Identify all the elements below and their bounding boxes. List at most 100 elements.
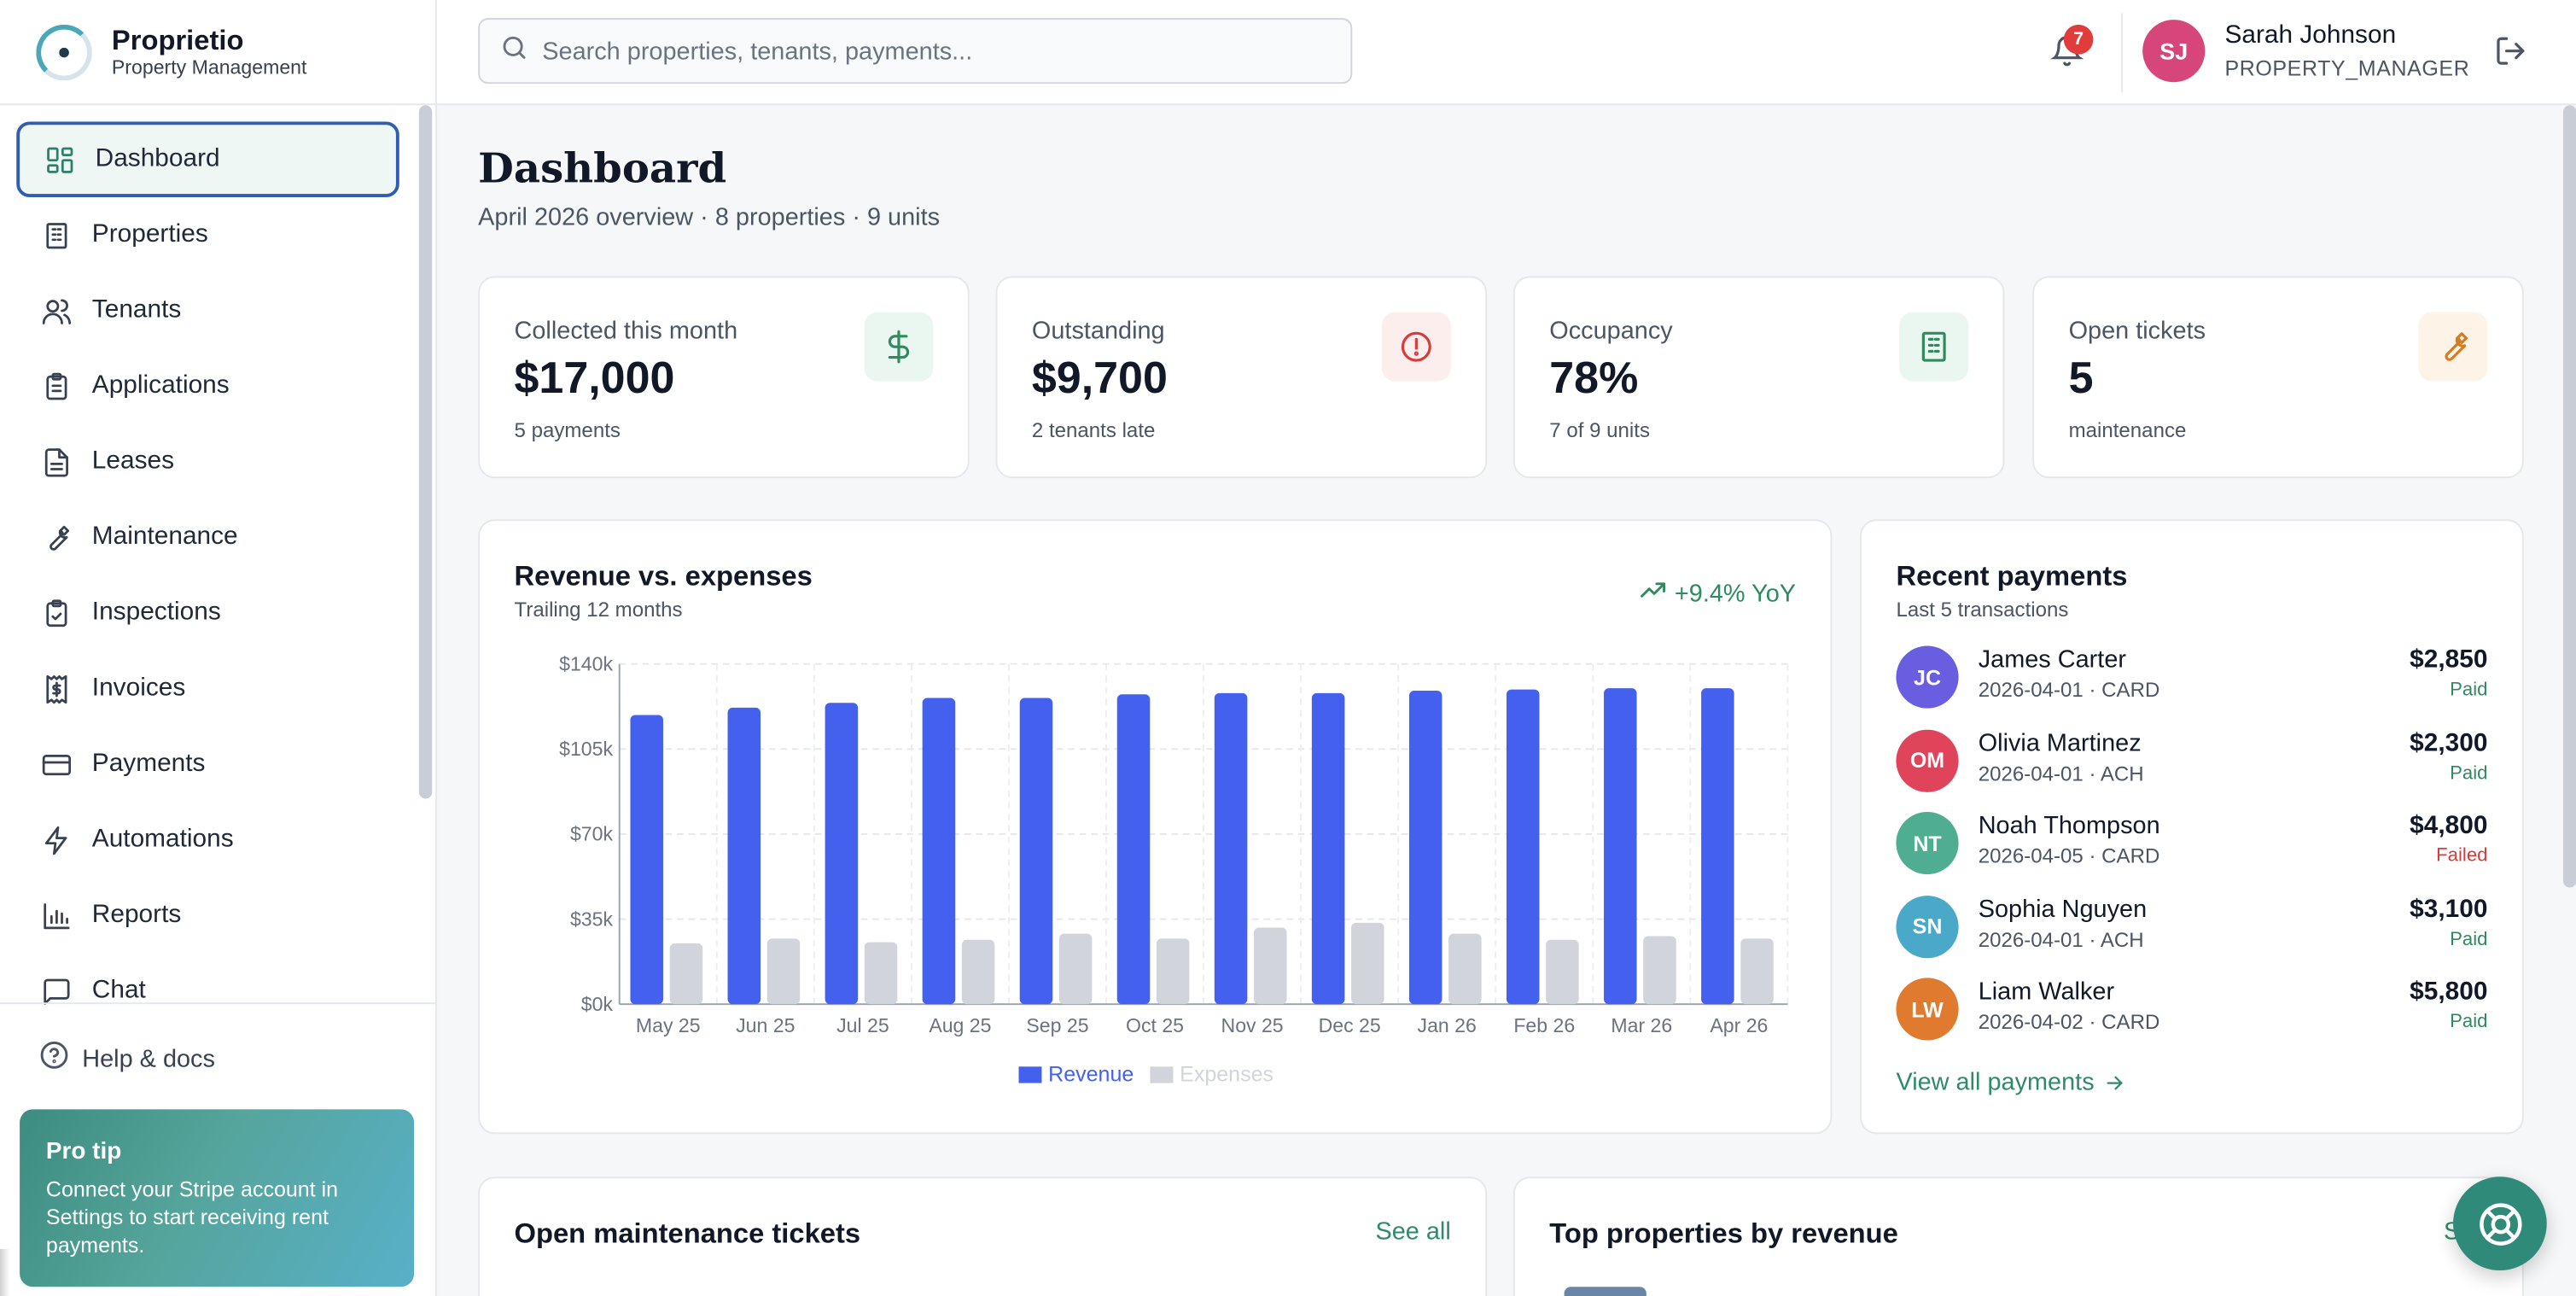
payment-row[interactable]: JC James Carter 2026-04-01 · CARD $2,850…	[1896, 645, 2488, 712]
sidebar-item-leases[interactable]: Leases	[16, 424, 399, 500]
sidebar-item-label: Inspections	[91, 598, 221, 627]
receipt-icon	[39, 672, 73, 705]
stat-label: Occupancy	[1549, 317, 1673, 346]
payment-meta: 2026-04-02 · CARD	[1978, 1010, 2160, 1034]
sidebar-item-properties[interactable]: Properties	[16, 197, 399, 273]
bolt-icon	[39, 823, 73, 856]
x-tick-label: Mar 26	[1611, 1014, 1672, 1036]
user-avatar[interactable]: SJ	[2142, 20, 2206, 83]
sidebar-item-tenants[interactable]: Tenants	[16, 273, 399, 349]
stat-value: $9,700	[1031, 353, 1168, 403]
help-docs-link[interactable]: Help & docs	[0, 1004, 435, 1077]
brand[interactable]: Proprietio Property Management	[0, 0, 436, 106]
dollar-icon	[864, 312, 934, 382]
maintenance-card-title: Open maintenance tickets	[514, 1217, 861, 1249]
lifebuoy-icon	[2477, 1200, 2523, 1246]
y-tick-label: $0k	[581, 993, 614, 1015]
stat-subtext: 5 payments	[514, 418, 621, 442]
sidebar-nav: Dashboard Properties Tenants Application…	[16, 121, 399, 1029]
x-tick-label: Nov 25	[1221, 1014, 1284, 1036]
payment-amount: $5,800	[2410, 978, 2488, 1007]
grid-icon	[43, 143, 75, 176]
expenses-bar	[1740, 938, 1774, 1005]
x-tick-label: Jul 25	[836, 1014, 889, 1036]
maintenance-see-all-link[interactable]: See all	[1375, 1217, 1451, 1246]
payer-name: Liam Walker	[1978, 978, 2115, 1007]
revenue-bar	[922, 698, 956, 1005]
main-scrollbar[interactable]	[2563, 105, 2576, 888]
clipboard-icon	[39, 370, 73, 403]
sidebar-item-label: Dashboard	[95, 144, 220, 173]
revenue-card-subtitle: Trailing 12 months	[514, 598, 683, 622]
sidebar-item-applications[interactable]: Applications	[16, 348, 399, 424]
revenue-bar	[1019, 698, 1053, 1005]
sidebar: Proprietio Property Management Dashboard…	[0, 0, 438, 1296]
sidebar-item-label: Reports	[91, 900, 182, 929]
top-properties-card: Top properties by revenue See	[1512, 1176, 2524, 1296]
sidebar-item-reports[interactable]: Reports	[16, 878, 399, 954]
recent-payments-card: Recent payments Last 5 transactions View…	[1860, 519, 2524, 1135]
payment-amount: $2,850	[2410, 645, 2488, 674]
payment-row[interactable]: NT Noah Thompson 2026-04-05 · CARD $4,80…	[1896, 811, 2488, 878]
expenses-bar	[1058, 933, 1093, 1005]
expenses-bar	[766, 938, 801, 1005]
yoy-indicator: +9.4% YoY	[1639, 575, 1796, 611]
pro-tip-text: Connect your Stripe account in Settings …	[45, 1176, 339, 1258]
payment-row[interactable]: LW Liam Walker 2026-04-02 · CARD $5,800 …	[1896, 978, 2487, 1043]
x-tick-label: Dec 25	[1319, 1014, 1381, 1036]
search-input[interactable]	[542, 37, 1332, 66]
legend-label: Expenses	[1180, 1063, 1273, 1087]
expenses-bar	[961, 939, 995, 1005]
x-tick-label: Feb 26	[1513, 1014, 1575, 1036]
expenses-bar	[669, 943, 703, 1005]
sidebar-item-maintenance[interactable]: Maintenance	[16, 499, 399, 575]
revenue-bar	[1701, 688, 1734, 1005]
maintenance-tickets-card: Open maintenance tickets See all	[478, 1176, 1488, 1296]
logout-icon[interactable]	[2494, 34, 2527, 75]
support-fab-button[interactable]	[2453, 1176, 2547, 1271]
help-docs-label: Help & docs	[82, 1044, 215, 1073]
expenses-bar	[1254, 927, 1287, 1005]
sidebar-footer: Help & docs Pro tip Connect your Stripe …	[0, 1002, 436, 1296]
payer-name: Olivia Martinez	[1978, 728, 2142, 757]
stat-label: Collected this month	[514, 317, 738, 346]
sidebar-item-label: Applications	[91, 371, 230, 400]
sidebar-item-inspections[interactable]: Inspections	[16, 575, 399, 651]
payment-row[interactable]: OM Olivia Martinez 2026-04-01 · ACH $2,3…	[1896, 728, 2488, 795]
expenses-bar	[1156, 938, 1190, 1005]
sidebar-item-chat[interactable]: Chat	[16, 954, 399, 1030]
payment-row[interactable]: SN Sophia Nguyen 2026-04-01 · ACH $3,100…	[1896, 895, 2487, 960]
payer-avatar: SN	[1896, 895, 1959, 958]
property-thumbnail	[1564, 1287, 1646, 1296]
expenses-bar	[1643, 936, 1676, 1005]
sidebar-item-dashboard[interactable]: Dashboard	[16, 121, 399, 197]
yoy-value: +9.4% YoY	[1674, 579, 1797, 608]
search-icon	[499, 32, 529, 70]
logo-icon	[36, 23, 92, 80]
payment-status: Failed	[2436, 846, 2488, 867]
trending-up-icon	[1639, 575, 1669, 611]
x-tick-label: Aug 25	[929, 1014, 991, 1036]
expenses-bar	[1448, 933, 1482, 1005]
payment-status: Paid	[2450, 1012, 2488, 1032]
x-tick-label: Jun 25	[736, 1014, 795, 1036]
page-subtitle: April 2026 overview · 8 properties · 9 u…	[478, 203, 941, 232]
bar-chart-icon	[39, 899, 73, 932]
payer-name: James Carter	[1978, 645, 2127, 674]
sidebar-item-payments[interactable]: Payments	[16, 727, 399, 803]
legend-swatch	[1150, 1066, 1174, 1083]
stat-value: 78%	[1549, 353, 1639, 403]
sidebar-scrollbar[interactable]	[418, 105, 433, 799]
revenue-bar	[630, 715, 663, 1005]
sidebar-item-automations[interactable]: Automations	[16, 802, 399, 878]
payer-avatar: OM	[1896, 728, 1959, 791]
payment-status: Paid	[2450, 929, 2488, 949]
help-circle-icon	[39, 1041, 69, 1077]
users-icon	[39, 295, 73, 328]
view-all-payments-link[interactable]: View all payments	[1896, 1068, 2125, 1096]
clipboard-check-icon	[39, 597, 73, 630]
payment-amount: $2,300	[2410, 728, 2488, 757]
sidebar-item-label: Payments	[91, 749, 206, 778]
sidebar-item-invoices[interactable]: Invoices	[16, 651, 399, 727]
user-name[interactable]: Sarah Johnson	[2224, 21, 2397, 50]
